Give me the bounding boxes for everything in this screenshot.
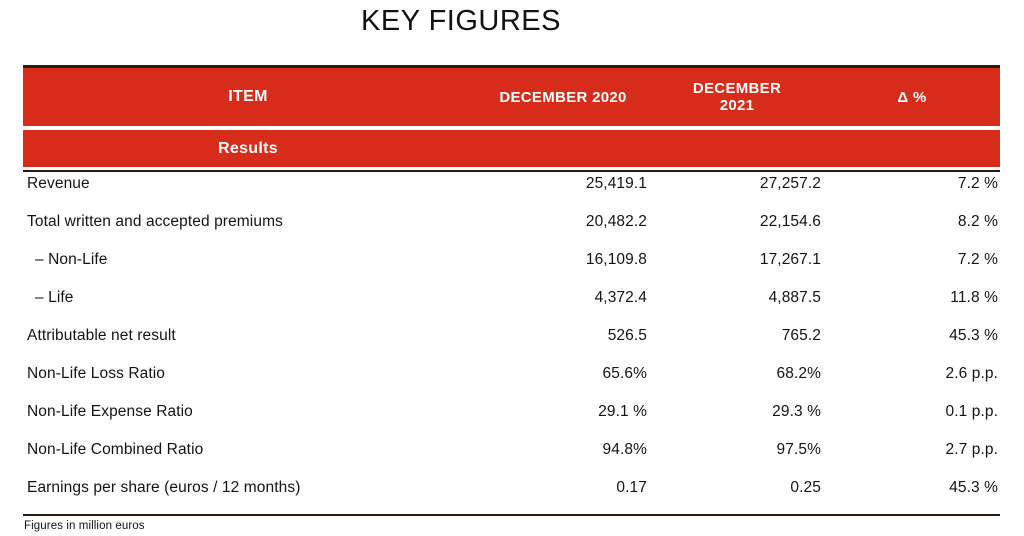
value-dec-2021: 27,257.2 [759, 175, 821, 192]
table-row-non-life: – Non-Life 16,109.8 17,267.1 7.2 % [23, 248, 1000, 286]
value-dec-2020: 25,419.1 [585, 175, 647, 192]
column-header-dec-2021: DECEMBER 2021 [692, 80, 782, 114]
value-delta: 11.8 % [950, 289, 998, 306]
row-label: Total written and accepted premiums [27, 213, 283, 230]
section-label: Results [218, 139, 278, 157]
column-header-delta: Δ % [897, 88, 927, 106]
table-header-row: ITEM DECEMBER 2020 DECEMBER 2021 Δ % [23, 68, 1000, 126]
value-dec-2021: 97.5% [776, 441, 821, 458]
section-row-results: Results [23, 130, 1000, 167]
value-delta: 7.2 % [957, 251, 998, 268]
value-dec-2021: 68.2% [776, 365, 821, 382]
row-label: Non-Life Loss Ratio [27, 365, 166, 382]
row-label: Non-Life Expense Ratio [27, 403, 193, 420]
table-bottom-border [23, 514, 1000, 516]
table-row-combined-ratio: Non-Life Combined Ratio 94.8% 97.5% 2.7 … [23, 438, 1000, 476]
value-dec-2020: 65.6% [602, 365, 647, 382]
value-delta: 8.2 % [957, 213, 998, 230]
body-top-border [23, 170, 1000, 172]
value-dec-2021: 765.2 [781, 327, 821, 344]
key-figures-table: ITEM DECEMBER 2020 DECEMBER 2021 Δ % Res… [23, 65, 1000, 532]
table-row-expense-ratio: Non-Life Expense Ratio 29.1 % 29.3 % 0.1… [23, 400, 1000, 438]
table-body: Revenue 25,419.1 27,257.2 7.2 % Total wr… [23, 172, 1000, 514]
page-title: KEY FIGURES [361, 5, 561, 37]
value-dec-2021: 0.25 [790, 479, 821, 496]
table-row-revenue: Revenue 25,419.1 27,257.2 7.2 % [23, 172, 1000, 210]
value-dec-2021: 29.3 % [772, 403, 821, 420]
value-dec-2021: 17,267.1 [759, 251, 821, 268]
value-dec-2020: 16,109.8 [585, 251, 647, 268]
value-dec-2020: 526.5 [607, 327, 647, 344]
value-delta: 2.7 p.p. [945, 441, 998, 458]
column-header-item: ITEM [228, 88, 268, 105]
row-label: Non-Life Combined Ratio [27, 441, 204, 458]
row-label: Earnings per share (euros / 12 months) [27, 479, 301, 496]
row-label: – Life [35, 289, 74, 306]
table-row-loss-ratio: Non-Life Loss Ratio 65.6% 68.2% 2.6 p.p. [23, 362, 1000, 400]
table-row-attributable-net-result: Attributable net result 526.5 765.2 45.3… [23, 324, 1000, 362]
column-header-dec-2020: DECEMBER 2020 [499, 88, 627, 106]
value-dec-2020: 20,482.2 [585, 213, 647, 230]
value-delta: 7.2 % [957, 175, 998, 192]
value-dec-2020: 0.17 [616, 479, 647, 496]
row-label: – Non-Life [35, 251, 108, 268]
value-delta: 45.3 % [949, 327, 998, 344]
value-dec-2021: 4,887.5 [768, 289, 821, 306]
table-top-border [23, 65, 1000, 68]
value-dec-2020: 29.1 % [598, 403, 647, 420]
value-dec-2020: 94.8% [602, 441, 647, 458]
footnote: Figures in million euros [24, 520, 145, 532]
value-dec-2021: 22,154.6 [759, 213, 821, 230]
value-delta: 45.3 % [949, 479, 998, 496]
value-dec-2020: 4,372.4 [594, 289, 647, 306]
table-row-earnings-per-share: Earnings per share (euros / 12 months) 0… [23, 476, 1000, 514]
value-delta: 2.6 p.p. [945, 365, 998, 382]
row-label: Revenue [27, 175, 90, 192]
row-label: Attributable net result [27, 327, 176, 344]
value-delta: 0.1 p.p. [945, 403, 998, 420]
section-separator [23, 167, 1000, 170]
table-row-total-premiums: Total written and accepted premiums 20,4… [23, 210, 1000, 248]
header-separator [23, 126, 1000, 130]
table-row-life: – Life 4,372.4 4,887.5 11.8 % [23, 286, 1000, 324]
